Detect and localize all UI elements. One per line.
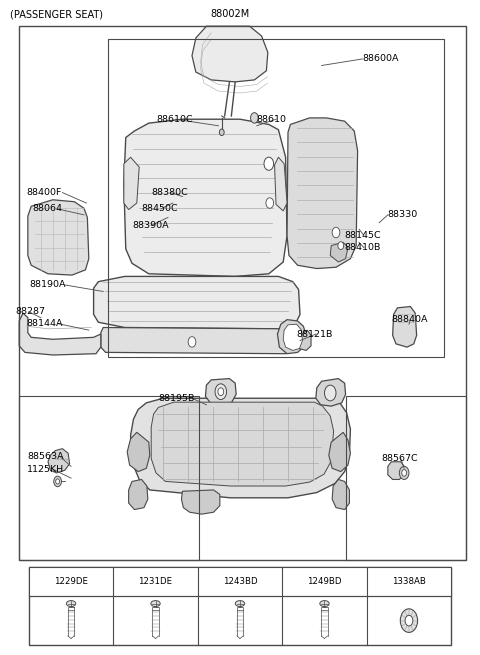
- Polygon shape: [127, 432, 150, 472]
- Text: 88064: 88064: [32, 204, 62, 214]
- Bar: [29, 567, 451, 645]
- Bar: [108, 39, 444, 357]
- Text: 1125KH: 1125KH: [27, 465, 64, 474]
- Text: 88190A: 88190A: [30, 280, 66, 290]
- Circle shape: [338, 242, 344, 250]
- Text: 1243BD: 1243BD: [223, 577, 257, 586]
- Text: (PASSENGER SEAT): (PASSENGER SEAT): [10, 9, 103, 20]
- Text: 1249BD: 1249BD: [307, 577, 342, 586]
- Polygon shape: [129, 479, 148, 510]
- Circle shape: [219, 129, 224, 136]
- Polygon shape: [48, 449, 70, 473]
- Circle shape: [251, 113, 258, 123]
- Bar: [19, 396, 199, 560]
- Text: 88410B: 88410B: [345, 243, 381, 252]
- Polygon shape: [287, 118, 358, 269]
- Polygon shape: [393, 307, 417, 347]
- Polygon shape: [283, 324, 302, 350]
- Text: 88144A: 88144A: [26, 319, 63, 328]
- Circle shape: [218, 388, 224, 396]
- Ellipse shape: [235, 601, 245, 607]
- Circle shape: [332, 227, 340, 238]
- Text: 88121B: 88121B: [297, 329, 333, 339]
- Circle shape: [264, 157, 274, 170]
- Polygon shape: [94, 276, 300, 329]
- Polygon shape: [275, 157, 287, 211]
- Text: 88390A: 88390A: [132, 221, 168, 230]
- Ellipse shape: [66, 601, 76, 607]
- Text: 1338AB: 1338AB: [392, 577, 426, 586]
- Polygon shape: [277, 320, 306, 354]
- Circle shape: [215, 384, 227, 400]
- Polygon shape: [181, 490, 220, 514]
- Text: 88002M: 88002M: [211, 9, 250, 20]
- Circle shape: [188, 337, 196, 347]
- Circle shape: [400, 609, 418, 633]
- Polygon shape: [151, 402, 334, 486]
- Circle shape: [54, 476, 61, 487]
- Bar: [346, 396, 466, 560]
- Bar: [19, 26, 466, 560]
- Polygon shape: [297, 330, 311, 350]
- Text: 88610: 88610: [257, 115, 287, 124]
- Text: 88145C: 88145C: [345, 231, 381, 240]
- Polygon shape: [388, 462, 404, 479]
- Text: 88563A: 88563A: [27, 452, 64, 461]
- Text: 88287: 88287: [16, 307, 46, 316]
- Bar: [29, 567, 451, 596]
- Polygon shape: [316, 379, 346, 406]
- Polygon shape: [330, 242, 348, 262]
- Text: 88400F: 88400F: [26, 188, 61, 197]
- Polygon shape: [205, 379, 236, 405]
- Circle shape: [405, 615, 413, 626]
- Text: 88330: 88330: [388, 210, 418, 219]
- Circle shape: [266, 198, 274, 208]
- Circle shape: [402, 470, 407, 476]
- Polygon shape: [131, 398, 350, 498]
- Polygon shape: [332, 479, 349, 510]
- Text: 88840A: 88840A: [391, 315, 428, 324]
- Polygon shape: [19, 313, 101, 355]
- Polygon shape: [329, 432, 350, 472]
- Circle shape: [399, 466, 409, 479]
- Polygon shape: [192, 26, 268, 82]
- Ellipse shape: [151, 601, 160, 607]
- Text: 88610C: 88610C: [156, 115, 192, 124]
- Text: 1231DE: 1231DE: [138, 577, 173, 586]
- Polygon shape: [124, 119, 287, 276]
- Polygon shape: [124, 157, 139, 210]
- Polygon shape: [28, 200, 89, 275]
- Ellipse shape: [320, 601, 329, 607]
- Text: 88380C: 88380C: [151, 188, 188, 197]
- Text: 88195B: 88195B: [158, 394, 195, 403]
- Text: 1229DE: 1229DE: [54, 577, 88, 586]
- Text: 88567C: 88567C: [382, 454, 418, 463]
- Text: 88600A: 88600A: [362, 54, 399, 64]
- Circle shape: [324, 385, 336, 401]
- Polygon shape: [101, 328, 297, 354]
- Circle shape: [56, 479, 60, 484]
- Text: 88450C: 88450C: [142, 204, 178, 214]
